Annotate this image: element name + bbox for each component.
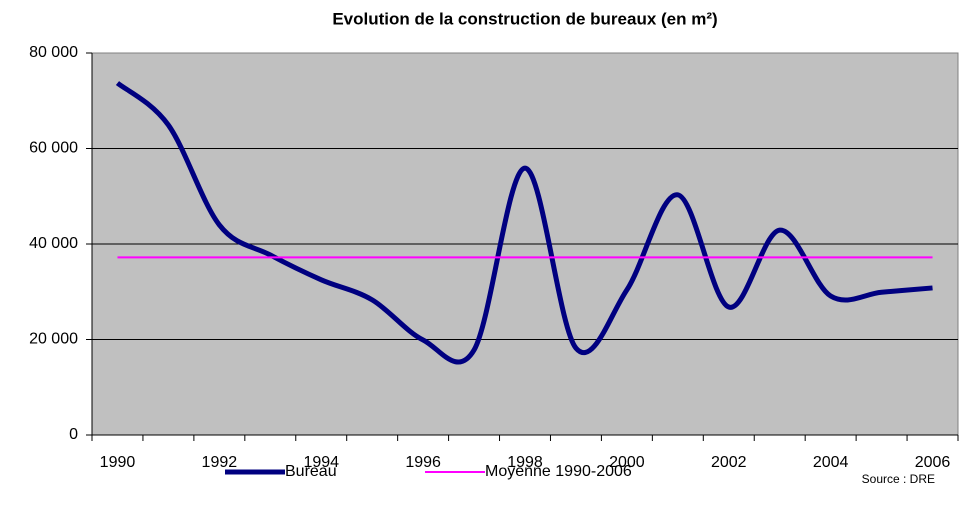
chart-title: Evolution de la construction de bureaux … xyxy=(332,9,717,28)
x-tick-label: 1990 xyxy=(100,454,136,471)
legend-label: Moyenne 1990-2006 xyxy=(485,463,632,480)
x-tick-label: 1992 xyxy=(202,454,238,471)
x-tick-label: 1994 xyxy=(303,454,339,471)
y-tick-label: 60 000 xyxy=(29,140,78,157)
x-tick-label: 1996 xyxy=(405,454,441,471)
x-tick-label: 2006 xyxy=(915,454,951,471)
legend-label: Bureau xyxy=(285,463,337,480)
y-tick-label: 40 000 xyxy=(29,235,78,252)
x-tick-label: 2004 xyxy=(813,454,849,471)
annotation: Source : DRE xyxy=(862,472,935,486)
y-tick-label: 80 000 xyxy=(29,44,78,61)
y-tick-label: 20 000 xyxy=(29,331,78,348)
y-tick-label: 0 xyxy=(69,426,78,443)
x-tick-label: 2000 xyxy=(609,454,645,471)
line xyxy=(115,81,933,365)
x-tick-label: 1998 xyxy=(507,454,543,471)
x-tick-label: 2002 xyxy=(711,454,747,471)
